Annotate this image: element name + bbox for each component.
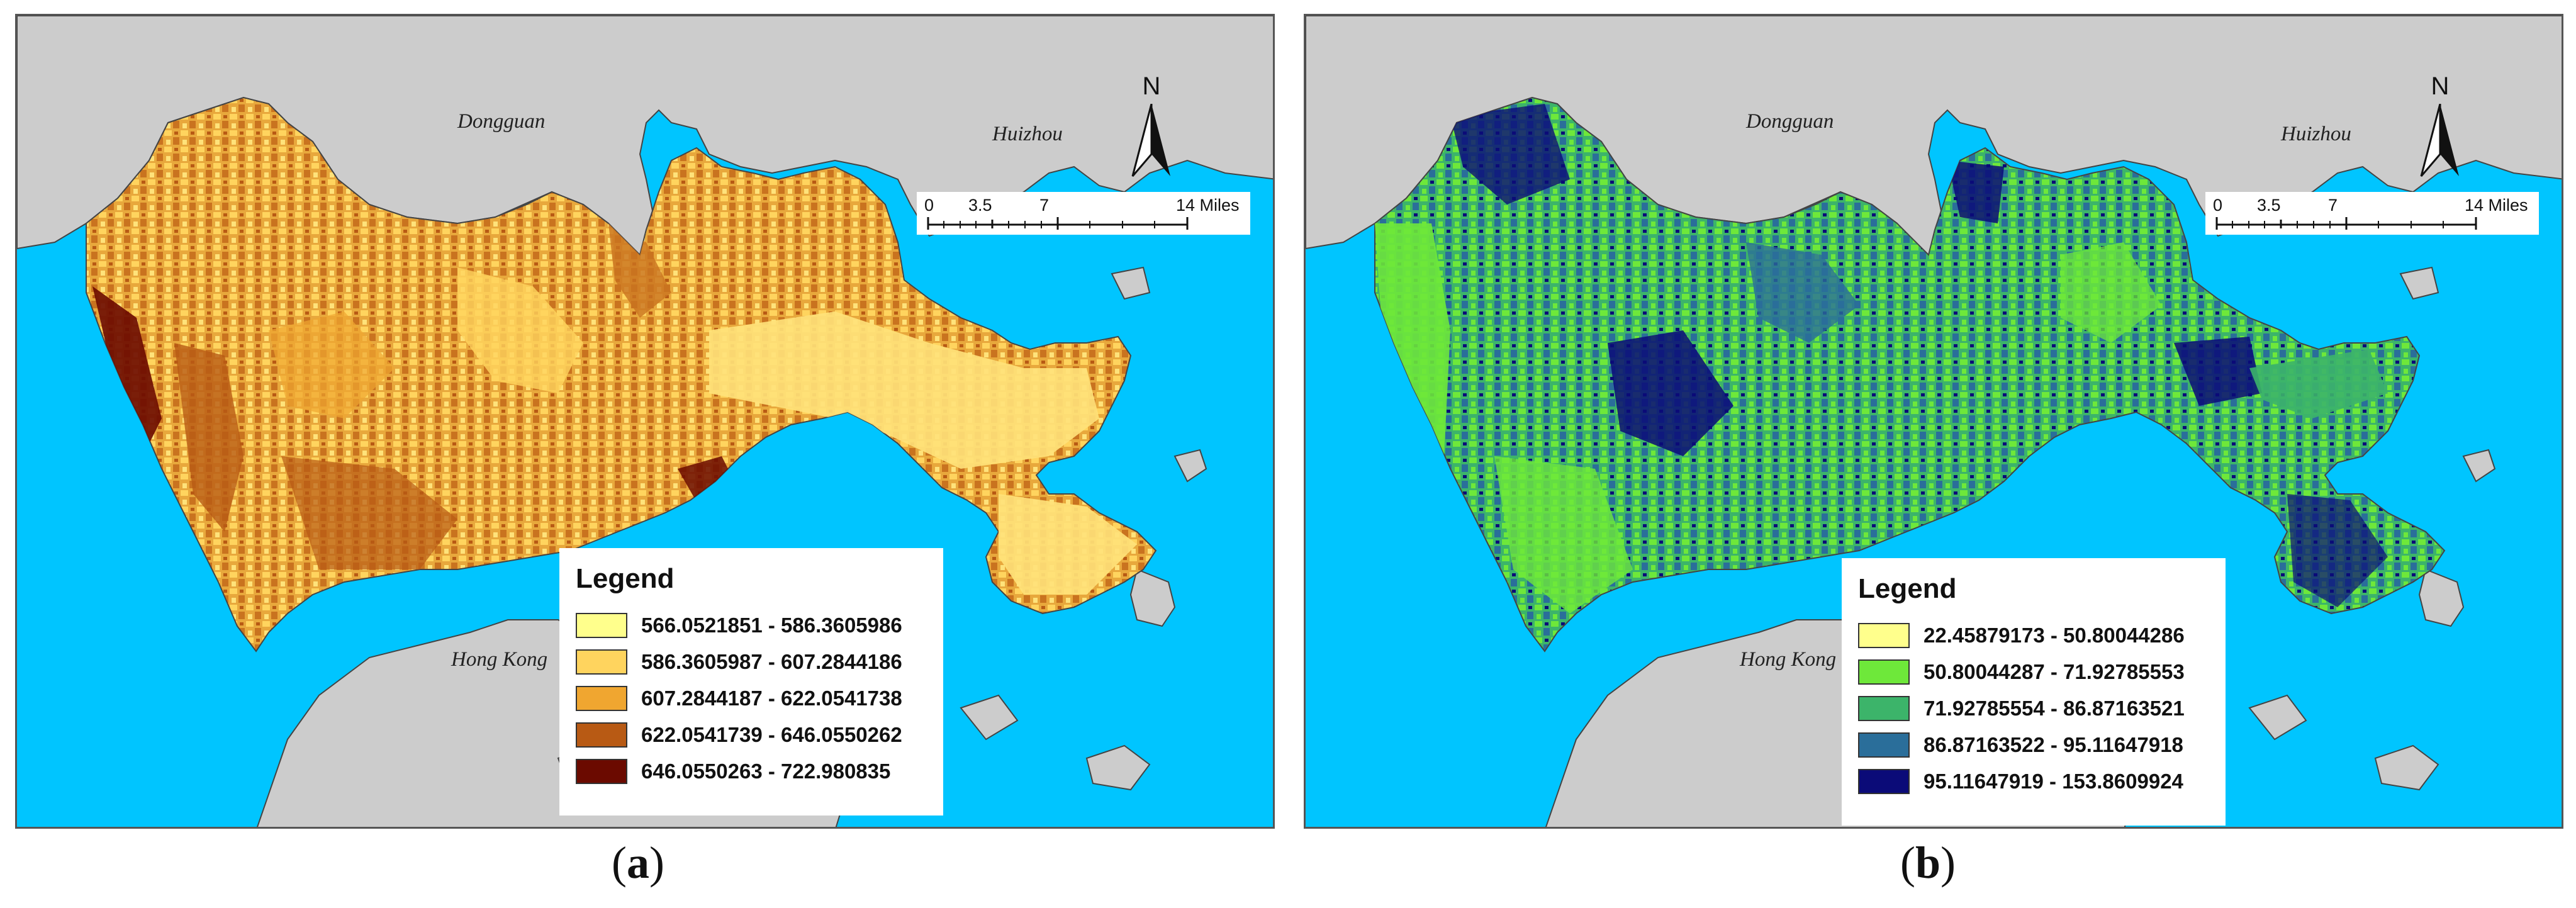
legend-swatch — [576, 722, 627, 748]
legend-item: 50.80044287 - 71.92785553 — [1858, 654, 2209, 690]
caption-letter: b — [1915, 838, 1941, 888]
legend-item: 566.0521851 - 586.3605986 — [576, 607, 927, 644]
scale-tick-3: 14 Miles — [2465, 196, 2528, 215]
legend-swatch — [1858, 696, 1910, 721]
legend-item: 607.2844187 - 622.0541738 — [576, 680, 927, 717]
caption-open: ( — [612, 838, 627, 888]
scale-tick-0: 0 — [924, 196, 934, 215]
label-hong-kong: Hong Kong — [451, 648, 548, 671]
north-arrow-icon: N — [1123, 72, 1180, 179]
scale-tick-0: 0 — [2213, 196, 2223, 215]
scale-tick-2: 7 — [1039, 196, 1050, 215]
legend-box: Legend 22.45879173 - 50.80044286 50.8004… — [1842, 558, 2226, 826]
legend-swatch — [1858, 769, 1910, 794]
scale-tick-2: 7 — [2328, 196, 2338, 215]
legend-item: 586.3605987 - 607.2844186 — [576, 644, 927, 680]
caption-a: (a) — [612, 837, 664, 889]
caption-close: ) — [1940, 838, 1956, 888]
legend-label: 586.3605987 - 607.2844186 — [641, 650, 902, 673]
legend-swatch — [1858, 623, 1910, 648]
label-huizhou: Huizhou — [992, 123, 1063, 145]
scale-tick-1: 3.5 — [968, 196, 992, 215]
caption-letter: a — [626, 838, 649, 888]
map-panel-a: Dongguan Huizhou Hong Kong N 0 3.5 7 14 … — [15, 14, 1275, 829]
legend-item: 622.0541739 - 646.0550262 — [576, 717, 927, 753]
legend-label: 646.0550263 - 722.980835 — [641, 759, 891, 783]
legend-label: 566.0521851 - 586.3605986 — [641, 614, 902, 637]
legend-swatch — [576, 686, 627, 711]
legend-swatch — [1858, 659, 1910, 685]
legend-item: 71.92785554 - 86.87163521 — [1858, 690, 2209, 727]
legend-label: 22.45879173 - 50.80044286 — [1924, 624, 2185, 647]
legend-title: Legend — [576, 563, 675, 594]
label-dongguan: Dongguan — [457, 110, 546, 133]
scale-bar: 0 3.5 7 14 Miles — [2205, 192, 2539, 235]
legend-swatch — [576, 649, 627, 675]
label-hong-kong: Hong Kong — [1740, 648, 1837, 671]
legend-swatch — [1858, 732, 1910, 758]
north-label: N — [2431, 72, 2450, 100]
label-huizhou: Huizhou — [2281, 123, 2351, 145]
caption-open: ( — [1900, 838, 1915, 888]
north-label: N — [1142, 72, 1161, 100]
legend-swatch — [576, 759, 627, 784]
legend-swatch — [576, 613, 627, 638]
scale-tick-1: 3.5 — [2257, 196, 2281, 215]
legend-item: 86.87163522 - 95.11647918 — [1858, 727, 2209, 763]
legend-label: 622.0541739 - 646.0550262 — [641, 723, 902, 746]
legend-item: 646.0550263 - 722.980835 — [576, 753, 927, 790]
legend-label: 71.92785554 - 86.87163521 — [1924, 697, 2185, 720]
legend-label: 607.2844187 - 622.0541738 — [641, 687, 902, 710]
legend-box: Legend 566.0521851 - 586.3605986 586.360… — [559, 548, 943, 816]
legend-label: 50.80044287 - 71.92785553 — [1924, 660, 2185, 683]
north-arrow-icon: N — [2412, 72, 2468, 179]
scale-bar: 0 3.5 7 14 Miles — [917, 192, 1250, 235]
caption-b: (b) — [1900, 837, 1956, 889]
legend-label: 86.87163522 - 95.11647918 — [1924, 733, 2183, 756]
map-panel-b: Dongguan Huizhou Hong Kong N 0 3.5 7 14 … — [1304, 14, 2563, 829]
caption-close: ) — [649, 838, 664, 888]
scale-tick-3: 14 Miles — [1176, 196, 1240, 215]
legend-item: 22.45879173 - 50.80044286 — [1858, 617, 2209, 654]
legend-title: Legend — [1858, 573, 1957, 604]
legend-item: 95.11647919 - 153.8609924 — [1858, 763, 2209, 800]
legend-label: 95.11647919 - 153.8609924 — [1924, 770, 2183, 793]
label-dongguan: Dongguan — [1746, 110, 1834, 133]
